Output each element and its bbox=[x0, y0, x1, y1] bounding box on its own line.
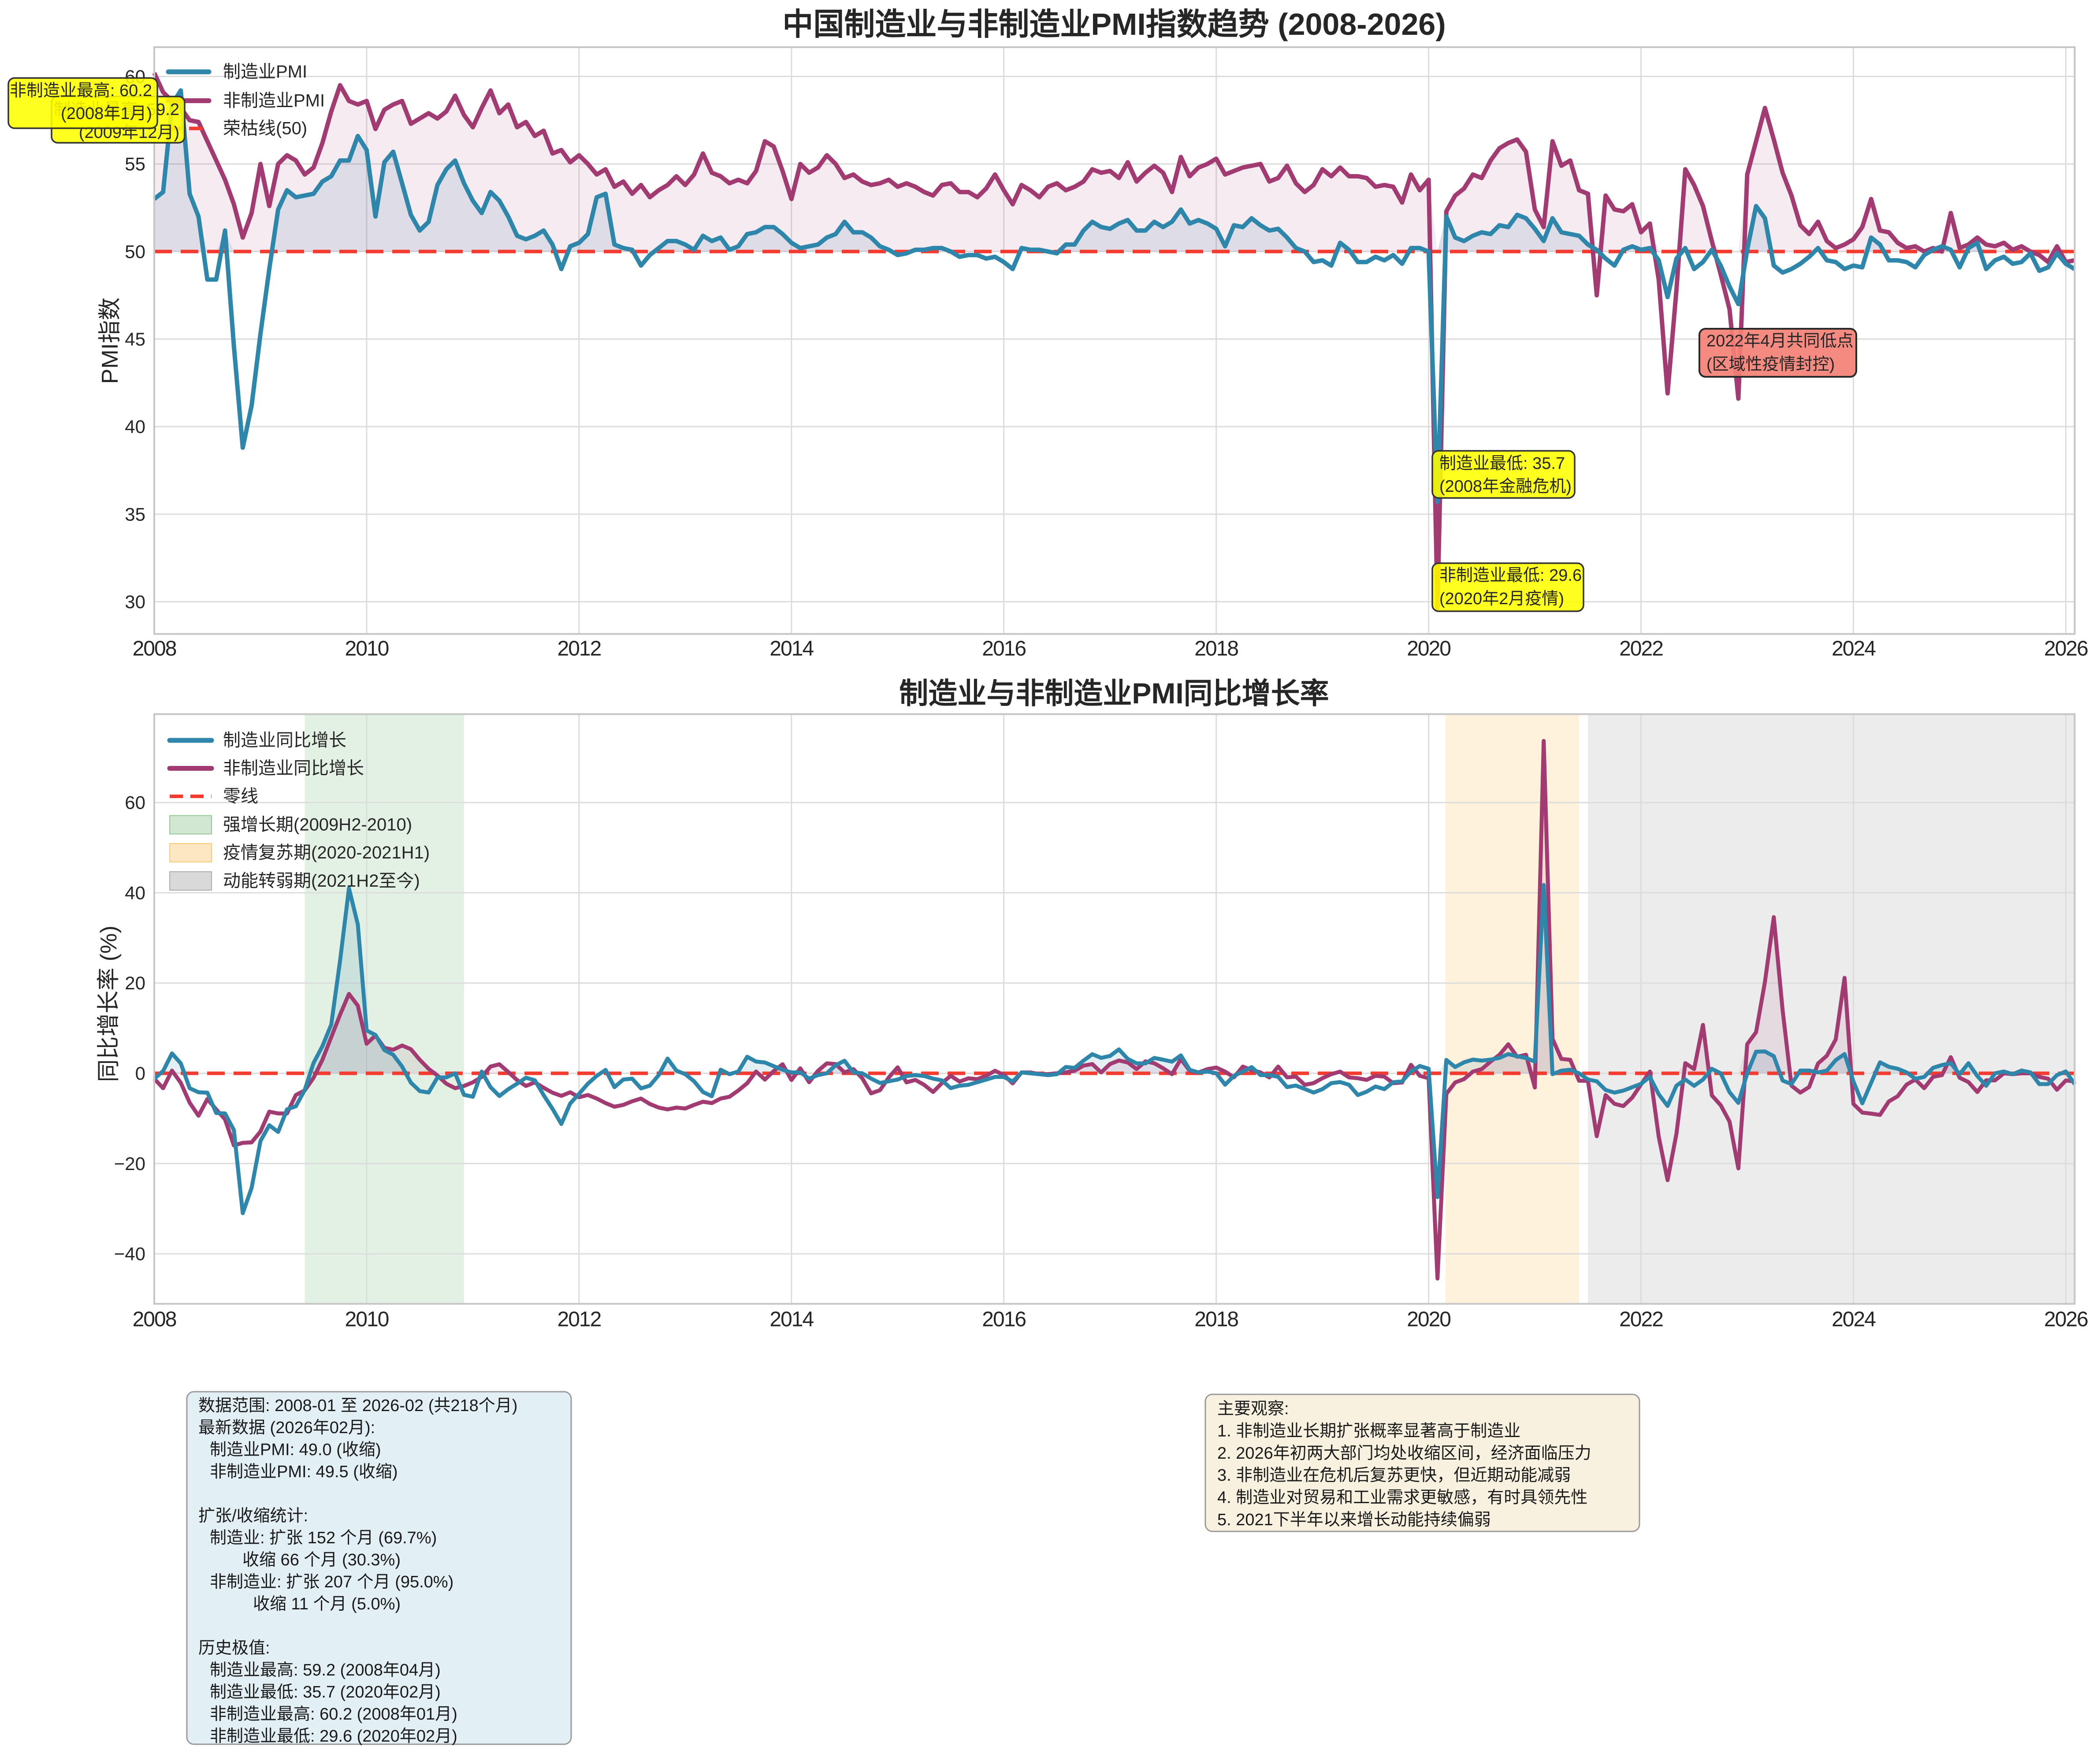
svg-text:动能转弱期(2021H2至今): 动能转弱期(2021H2至今) bbox=[223, 871, 420, 891]
svg-text:制造业PMI: 49.0 (收缩): 制造业PMI: 49.0 (收缩) bbox=[210, 1441, 381, 1459]
svg-text:非制造业最低: 29.6 (2020年02月): 非制造业最低: 29.6 (2020年02月) bbox=[210, 1727, 457, 1746]
svg-text:2018: 2018 bbox=[1194, 637, 1238, 661]
svg-text:2016: 2016 bbox=[982, 637, 1026, 661]
svg-text:(2008年金融危机): (2008年金融危机) bbox=[1439, 477, 1572, 496]
svg-text:收缩 11 个月 (5.0%): 收缩 11 个月 (5.0%) bbox=[253, 1595, 401, 1613]
svg-text:数据范围: 2008-01 至 2026-02 (共218个: 数据范围: 2008-01 至 2026-02 (共218个月) bbox=[198, 1397, 517, 1415]
svg-text:非制造业PMI: 非制造业PMI bbox=[223, 91, 325, 111]
svg-text:2008: 2008 bbox=[133, 637, 176, 661]
svg-text:疫情复苏期(2020-2021H1): 疫情复苏期(2020-2021H1) bbox=[223, 843, 430, 862]
svg-text:2010: 2010 bbox=[345, 1308, 389, 1331]
svg-text:最新数据 (2026年02月):: 最新数据 (2026年02月): bbox=[198, 1419, 375, 1437]
svg-text:40: 40 bbox=[125, 882, 145, 903]
svg-text:55: 55 bbox=[125, 154, 145, 175]
svg-text:2024: 2024 bbox=[1832, 637, 1876, 661]
svg-text:0: 0 bbox=[135, 1063, 145, 1084]
svg-text:制造业最高: 59.2 (2008年04月): 制造业最高: 59.2 (2008年04月) bbox=[210, 1661, 441, 1679]
svg-text:50: 50 bbox=[125, 241, 145, 262]
svg-text:非制造业最高: 60.2 (2008年01月): 非制造业最高: 60.2 (2008年01月) bbox=[210, 1705, 457, 1724]
svg-text:40: 40 bbox=[125, 416, 145, 437]
svg-text:非制造业PMI: 49.5 (收缩): 非制造业PMI: 49.5 (收缩) bbox=[210, 1463, 398, 1481]
svg-text:非制造业最低: 29.6: 非制造业最低: 29.6 bbox=[1439, 566, 1582, 585]
svg-text:2020: 2020 bbox=[1407, 637, 1450, 661]
svg-text:强增长期(2009H2-2010): 强增长期(2009H2-2010) bbox=[223, 815, 412, 835]
svg-text:2026: 2026 bbox=[2044, 1308, 2088, 1331]
svg-text:制造业与非制造业PMI同比增长率: 制造业与非制造业PMI同比增长率 bbox=[899, 677, 1329, 710]
svg-text:制造业最低: 35.7: 制造业最低: 35.7 bbox=[1439, 454, 1565, 473]
svg-text:2022: 2022 bbox=[1619, 1308, 1663, 1331]
svg-text:非制造业: 扩张 207 个月 (95.0%): 非制造业: 扩张 207 个月 (95.0%) bbox=[210, 1573, 453, 1591]
svg-text:同比增长率 (%): 同比增长率 (%) bbox=[96, 925, 122, 1082]
svg-text:60: 60 bbox=[125, 792, 145, 813]
svg-text:2022年4月共同低点: 2022年4月共同低点 bbox=[1706, 332, 1854, 350]
svg-text:收缩 66 个月 (30.3%): 收缩 66 个月 (30.3%) bbox=[242, 1551, 401, 1569]
svg-text:PMI指数: PMI指数 bbox=[97, 297, 123, 384]
svg-text:非制造业同比增长: 非制造业同比增长 bbox=[223, 759, 364, 778]
svg-text:扩张/收缩统计:: 扩张/收缩统计: bbox=[198, 1507, 308, 1525]
svg-text:荣枯线(50): 荣枯线(50) bbox=[223, 119, 307, 138]
svg-text:35: 35 bbox=[125, 504, 145, 524]
svg-text:制造业同比增长: 制造业同比增长 bbox=[223, 731, 346, 750]
svg-text:20: 20 bbox=[125, 973, 145, 993]
svg-text:制造业: 扩张 152 个月 (69.7%): 制造业: 扩张 152 个月 (69.7%) bbox=[210, 1529, 437, 1547]
svg-text:2010: 2010 bbox=[345, 637, 389, 661]
svg-text:−20: −20 bbox=[114, 1153, 145, 1174]
svg-text:3. 非制造业在危机后复苏更快，但近期动能减弱: 3. 非制造业在危机后复苏更快，但近期动能减弱 bbox=[1217, 1466, 1571, 1485]
svg-text:2020: 2020 bbox=[1407, 1308, 1450, 1331]
svg-text:2012: 2012 bbox=[558, 637, 601, 661]
svg-text:2016: 2016 bbox=[982, 1308, 1026, 1331]
svg-text:制造业PMI: 制造业PMI bbox=[223, 62, 307, 82]
svg-text:−40: −40 bbox=[114, 1244, 145, 1264]
svg-text:2024: 2024 bbox=[1832, 1308, 1876, 1331]
svg-text:4. 制造业对贸易和工业需求更敏感，有时具领先性: 4. 制造业对贸易和工业需求更敏感，有时具领先性 bbox=[1217, 1489, 1587, 1507]
svg-text:45: 45 bbox=[125, 329, 145, 349]
svg-text:主要观察:: 主要观察: bbox=[1217, 1400, 1289, 1418]
svg-text:非制造业最高: 60.2: 非制造业最高: 60.2 bbox=[10, 82, 152, 100]
svg-text:2022: 2022 bbox=[1619, 637, 1663, 661]
svg-text:2026: 2026 bbox=[2044, 637, 2088, 661]
svg-text:中国制造业与非制造业PMI指数趋势 (2008-2026): 中国制造业与非制造业PMI指数趋势 (2008-2026) bbox=[782, 7, 1446, 41]
svg-text:制造业最低: 35.7 (2020年02月): 制造业最低: 35.7 (2020年02月) bbox=[210, 1683, 441, 1702]
svg-text:零线: 零线 bbox=[223, 787, 258, 806]
svg-text:(2008年1月): (2008年1月) bbox=[61, 104, 152, 123]
svg-text:2008: 2008 bbox=[133, 1308, 176, 1331]
svg-text:5. 2021下半年以来增长动能持续偏弱: 5. 2021下半年以来增长动能持续偏弱 bbox=[1217, 1511, 1491, 1529]
svg-text:2. 2026年初两大部门均处收缩区间，经济面临压力: 2. 2026年初两大部门均处收缩区间，经济面临压力 bbox=[1217, 1444, 1591, 1463]
svg-text:30: 30 bbox=[125, 591, 145, 612]
svg-text:(区域性疫情封控): (区域性疫情封控) bbox=[1706, 355, 1835, 374]
svg-text:2018: 2018 bbox=[1194, 1308, 1238, 1331]
svg-text:2014: 2014 bbox=[769, 1308, 814, 1331]
svg-text:历史极值:: 历史极值: bbox=[198, 1639, 270, 1657]
svg-text:1. 非制造业长期扩张概率显著高于制造业: 1. 非制造业长期扩张概率显著高于制造业 bbox=[1217, 1422, 1520, 1440]
svg-text:2012: 2012 bbox=[558, 1308, 601, 1331]
svg-text:2014: 2014 bbox=[769, 637, 814, 661]
svg-text:(2020年2月疫情): (2020年2月疫情) bbox=[1439, 590, 1564, 608]
